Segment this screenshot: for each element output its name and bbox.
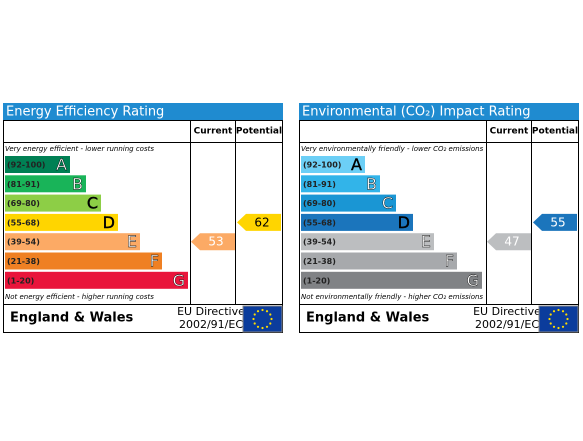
rating-value: 53 xyxy=(208,235,223,249)
band-range: (39-54) xyxy=(303,238,336,247)
eu-star xyxy=(566,317,569,321)
band-letter: A xyxy=(351,155,362,174)
eu-star xyxy=(552,310,556,313)
band-letter: F xyxy=(150,252,159,271)
eu-star xyxy=(549,313,552,316)
rating-pointer xyxy=(533,213,577,231)
band-letter: B xyxy=(72,174,83,193)
band-range: (92-100) xyxy=(303,161,341,170)
rating-band xyxy=(301,156,365,173)
eu-star xyxy=(557,326,560,330)
top-note: Very environmentally friendly - lower CO… xyxy=(301,145,484,153)
title-bar xyxy=(299,103,579,120)
band-letter: F xyxy=(445,252,454,271)
footer-region: England & Wales xyxy=(10,311,134,326)
band-range: (81-91) xyxy=(303,180,336,189)
band-letter: D xyxy=(103,213,115,232)
band-letter: G xyxy=(467,271,479,290)
band-letter: A xyxy=(56,155,67,174)
band-letter: C xyxy=(87,194,98,213)
eu-star xyxy=(253,313,256,316)
band-letter: E xyxy=(421,232,431,251)
footer-region: England & Wales xyxy=(306,311,430,326)
band-letter: B xyxy=(366,174,377,193)
rating-band xyxy=(5,194,101,212)
eu-star xyxy=(253,322,256,325)
rating-value: 47 xyxy=(504,235,519,249)
column-header: Potential xyxy=(236,127,282,137)
rating-band xyxy=(5,213,118,231)
eu-star xyxy=(561,310,565,313)
panel-frame xyxy=(3,120,283,333)
column-header: Current xyxy=(490,127,529,137)
rating-pointer xyxy=(487,233,531,251)
eu-star xyxy=(565,313,568,316)
band-range: (21-38) xyxy=(303,257,336,266)
eu-star xyxy=(549,322,552,325)
column-header: Potential xyxy=(532,127,578,137)
eu-star xyxy=(265,310,269,313)
eu-star xyxy=(269,313,272,316)
panel-frame xyxy=(299,120,579,333)
band-letter: D xyxy=(398,213,410,232)
band-letter: E xyxy=(127,232,137,251)
eu-star xyxy=(265,325,269,328)
eu-star xyxy=(256,325,260,328)
rating-band xyxy=(301,194,396,212)
footer-directive: EU Directive xyxy=(177,305,245,318)
band-letter: G xyxy=(173,271,185,290)
band-range: (81-91) xyxy=(7,180,40,189)
rating-band xyxy=(5,175,86,193)
rating-band xyxy=(301,175,380,193)
rating-value: 55 xyxy=(550,215,565,229)
band-range: (92-100) xyxy=(7,161,45,170)
rating-band xyxy=(301,252,457,270)
rating-band xyxy=(5,271,188,289)
eu-star xyxy=(270,317,273,321)
footer-directive: EU Directive xyxy=(473,305,541,318)
rating-band xyxy=(5,252,162,270)
band-range: (1-20) xyxy=(7,276,34,285)
rating-pointer xyxy=(191,233,235,251)
band-range: (21-38) xyxy=(7,257,40,266)
rating-value: 62 xyxy=(254,215,269,229)
rating-band xyxy=(301,233,434,251)
eu-star xyxy=(269,322,272,325)
panel-title: Energy Efficiency Rating xyxy=(6,105,164,120)
bottom-note: Not energy efficient - higher running co… xyxy=(5,293,154,301)
band-letter: C xyxy=(382,194,393,213)
footer-directive: 2002/91/EC xyxy=(475,318,539,331)
band-range: (55-68) xyxy=(7,218,40,227)
panel-title: Environmental (CO₂) Impact Rating xyxy=(302,105,531,120)
top-note: Very energy efficient - lower running co… xyxy=(5,145,154,153)
eu-star xyxy=(256,310,260,313)
eu-star xyxy=(548,317,551,321)
eu-star xyxy=(261,308,264,312)
footer-directive: 2002/91/EC xyxy=(179,318,243,331)
eu-star xyxy=(557,308,560,312)
eu-star xyxy=(261,326,264,330)
band-range: (69-80) xyxy=(303,199,336,208)
eu-star xyxy=(565,322,568,325)
column-header: Current xyxy=(194,127,233,137)
rating-band xyxy=(5,156,70,173)
band-range: (39-54) xyxy=(7,238,40,247)
band-range: (69-80) xyxy=(7,199,40,208)
rating-band xyxy=(301,271,482,289)
rating-band xyxy=(5,233,140,251)
eu-star xyxy=(561,325,565,328)
band-range: (1-20) xyxy=(303,276,330,285)
rating-pointer xyxy=(237,213,281,231)
eu-star xyxy=(552,325,556,328)
eu-star xyxy=(252,317,255,321)
bottom-note: Not environmentally friendly - higher CO… xyxy=(301,293,483,301)
title-bar xyxy=(3,103,283,120)
rating-band xyxy=(301,213,413,231)
band-range: (55-68) xyxy=(303,218,336,227)
